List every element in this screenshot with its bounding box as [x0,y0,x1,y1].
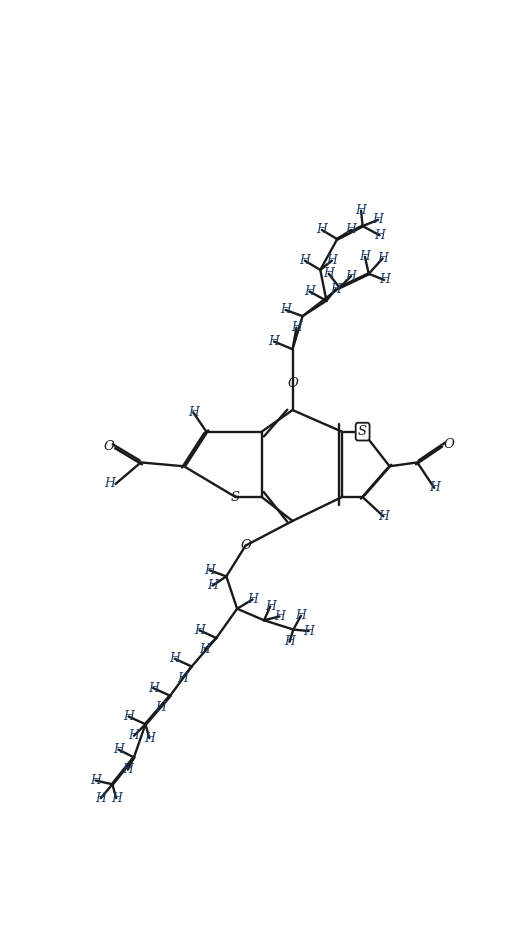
Text: H: H [378,510,389,523]
Text: H: H [284,635,295,648]
Text: H: H [360,250,371,263]
Text: H: H [129,729,140,743]
Text: H: H [304,285,315,298]
Text: H: H [156,700,166,714]
Text: H: H [169,652,180,665]
Text: H: H [194,624,205,637]
Text: O: O [103,440,114,453]
Text: O: O [443,438,454,451]
Text: H: H [373,213,384,226]
Text: H: H [177,672,188,685]
Text: H: H [379,274,390,287]
Text: H: H [296,609,306,622]
Text: O: O [287,376,298,389]
Text: H: H [330,283,341,296]
Text: H: H [356,205,366,217]
Text: S: S [231,490,240,503]
Text: H: H [269,335,280,348]
Text: H: H [377,252,388,265]
Text: H: H [291,321,302,334]
Text: H: H [104,477,115,490]
Text: H: H [90,774,101,787]
Text: H: H [111,792,121,805]
Text: H: H [429,481,440,494]
Text: H: H [326,254,337,267]
Text: H: H [144,731,155,744]
Text: H: H [123,710,134,723]
Text: H: H [95,792,106,805]
Text: H: H [317,223,327,236]
Text: H: H [122,763,133,776]
Text: H: H [346,223,357,236]
Text: H: H [188,406,199,418]
Text: H: H [247,593,258,606]
Text: O: O [240,539,251,552]
Text: H: H [199,643,210,656]
Text: H: H [299,254,310,267]
Text: H: H [374,229,385,242]
Text: H: H [274,610,285,623]
Text: S: S [358,425,367,438]
Text: H: H [148,682,159,695]
Text: H: H [346,270,357,283]
Text: H: H [207,579,218,592]
Text: H: H [113,743,124,757]
Text: H: H [303,625,314,638]
Text: H: H [265,600,276,613]
Text: H: H [323,267,334,280]
Text: H: H [204,564,215,576]
Text: H: H [280,304,291,317]
